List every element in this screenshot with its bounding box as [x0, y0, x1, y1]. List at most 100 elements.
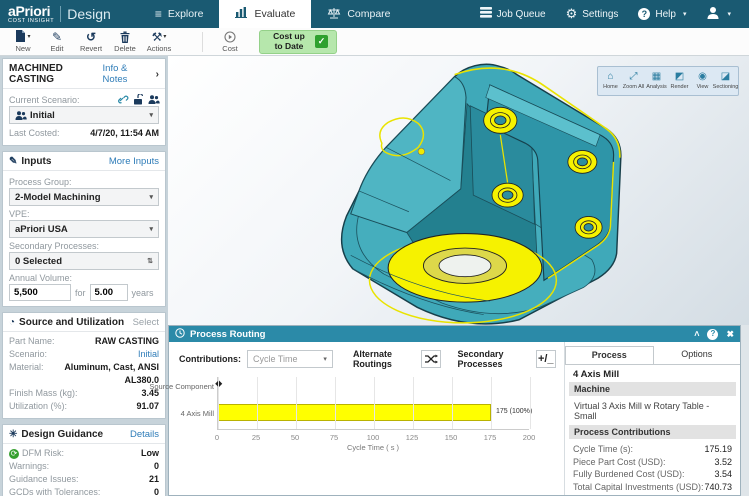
gridline	[530, 377, 531, 429]
years-label: years	[131, 287, 154, 298]
process-info-zone: Process Options 4 Axis Mill Machine Virt…	[565, 342, 740, 495]
unlock-icon[interactable]	[133, 92, 144, 105]
row-label: Scenario:	[9, 349, 48, 359]
x-axis	[217, 429, 529, 430]
actions-button[interactable]: ⚒ ▾ Actions	[142, 28, 176, 55]
utilization-icon: ◔	[9, 317, 16, 328]
routing-chart-zone: Contributions: Cycle Time ▾ Alternate Ro…	[149, 342, 565, 495]
row-value: RAW CASTING	[95, 336, 159, 346]
help-icon: ?	[638, 8, 651, 20]
kv-row: Part Name: RAW CASTING	[9, 335, 159, 348]
row-label: Fully Burdened Cost (USD):	[573, 469, 685, 479]
for-label: for	[75, 287, 86, 298]
cycle-time-bar[interactable]	[218, 404, 491, 421]
annual-volume-input[interactable]	[9, 284, 71, 301]
edit-button[interactable]: ✎ Edit	[40, 28, 74, 55]
row-value[interactable]: Initial	[137, 349, 159, 359]
alternate-routings-shuffle-button[interactable]	[420, 350, 442, 368]
trash-icon	[120, 31, 130, 44]
tab-evaluate-label: Evaluate	[254, 8, 296, 20]
new-page-icon	[15, 30, 26, 44]
tab-process[interactable]: Process	[565, 346, 654, 364]
tab-options[interactable]: Options	[681, 349, 713, 359]
explore-list-icon: ≡	[154, 7, 162, 21]
close-icon[interactable]: ✖	[726, 328, 734, 339]
kv-row: Guidance Issues: 21	[9, 473, 159, 486]
source-title: Source and Utilization	[19, 317, 125, 328]
bar-value-label: 175 (100%)	[496, 408, 533, 415]
secondary-processes-select[interactable]: 0 Selected ⇅	[9, 252, 159, 270]
delete-button[interactable]: Delete	[108, 28, 142, 55]
guidance-details-link[interactable]: Details	[129, 429, 159, 440]
row-label: Finish Mass (kg):	[9, 388, 78, 398]
sectioning-label: Sectioning	[712, 84, 739, 90]
panel-help-icon[interactable]: ?	[707, 328, 719, 340]
zoom-all-button[interactable]: ⤢ Zoom All	[622, 68, 645, 94]
home-button[interactable]: ⌂ Home	[599, 68, 622, 94]
user-menu-button[interactable]: ▾	[698, 0, 739, 28]
actions-tools-icon: ⚒	[151, 30, 163, 44]
user-icon	[706, 6, 720, 22]
dfm-risk-value: Low	[141, 448, 159, 458]
group-icon[interactable]	[148, 94, 160, 105]
tab-explore[interactable]: ≡ Explore	[139, 0, 220, 28]
chevron-down-icon: ▾	[163, 34, 167, 40]
revert-icon: ↺	[85, 30, 97, 44]
3d-viewport[interactable]: ⌂ Home ⤢ Zoom All ▦ Analysis ◩ Render ◉ View …	[168, 56, 749, 325]
cost-status-text: Cost up to Date	[273, 30, 305, 51]
settings-button[interactable]: ⚙ Settings	[558, 0, 627, 28]
row-value: Aluminum, Cast, ANSI AL380.0	[64, 362, 159, 385]
gridline	[491, 377, 492, 429]
process-group-value: 2-Model Machining	[15, 191, 101, 203]
view-button[interactable]: ◉ View	[691, 68, 714, 94]
cost-label: Cost	[222, 43, 238, 53]
years-input[interactable]	[89, 284, 128, 301]
brand-logo: aPriori COST INSIGHT Design	[0, 0, 121, 28]
sectioning-icon: ◪	[720, 71, 731, 82]
collapse-icon[interactable]: ˄	[694, 328, 700, 339]
job-queue-button[interactable]: Job Queue	[472, 0, 554, 28]
chevron-down-icon: ▾	[323, 356, 327, 363]
link-icon[interactable]	[118, 94, 129, 105]
sectioning-button[interactable]: ◪ Sectioning	[712, 68, 739, 94]
scenario-group-icon	[15, 110, 27, 121]
scenario-select[interactable]: Initial ▾	[9, 106, 159, 124]
select-link[interactable]: Select	[132, 317, 159, 328]
shuffle-icon	[425, 354, 439, 364]
brand-divider	[60, 6, 62, 22]
new-button[interactable]: ▾ New	[6, 28, 40, 55]
process-group-select[interactable]: 2-Model Machining ▾	[9, 188, 159, 206]
x-tick-label: 25	[251, 433, 261, 442]
process-group-label: Process Group:	[9, 177, 72, 187]
kv-row: Utilization (%): 91.07	[9, 400, 159, 413]
view-eye-icon: ◉	[698, 71, 707, 82]
scenario-value: Initial	[30, 109, 55, 121]
alternate-routings-label: Alternate Routings	[352, 349, 392, 369]
x-tick-label: 200	[522, 433, 536, 442]
chevron-right-icon[interactable]: ›	[155, 68, 159, 80]
revert-button[interactable]: ↺ Revert	[74, 28, 108, 55]
more-inputs-link[interactable]: More Inputs	[108, 156, 159, 167]
machine-name: Virtual 3 Axis Mill w Rotary Table - Sma…	[574, 401, 710, 421]
analysis-button[interactable]: ▦ Analysis	[645, 68, 668, 94]
help-button[interactable]: ? Help ▾	[630, 0, 694, 28]
cost-button[interactable]: Cost	[213, 28, 247, 55]
x-tick-label: 100	[366, 433, 380, 442]
tab-compare[interactable]: Compare	[311, 0, 406, 28]
tab-evaluate[interactable]: Evaluate	[219, 0, 312, 28]
contributions-select[interactable]: Cycle Time ▾	[247, 350, 333, 368]
dfm-risk-icon: ⟳	[9, 448, 19, 459]
tab-explore-label: Explore	[167, 8, 204, 20]
inputs-panel: ✎ Inputs More Inputs Process Group: 2-Mod…	[2, 151, 166, 307]
info-notes-link[interactable]: Info & Notes	[102, 63, 128, 85]
cad-model-machined-casting[interactable]	[286, 58, 671, 325]
kv-row: Piece Part Cost (USD): 3.52	[573, 456, 732, 469]
main-nav-tabs: ≡ Explore Evaluate Compare	[139, 0, 407, 28]
secondary-processes-button[interactable]: +/_	[535, 350, 556, 368]
render-button[interactable]: ◩ Render	[668, 68, 691, 94]
revert-label: Revert	[79, 43, 103, 53]
vpe-select[interactable]: aPriori USA ▾	[9, 220, 159, 238]
row-label: Total Capital Investments (USD):	[573, 481, 704, 492]
render-icon: ◩	[674, 71, 685, 82]
